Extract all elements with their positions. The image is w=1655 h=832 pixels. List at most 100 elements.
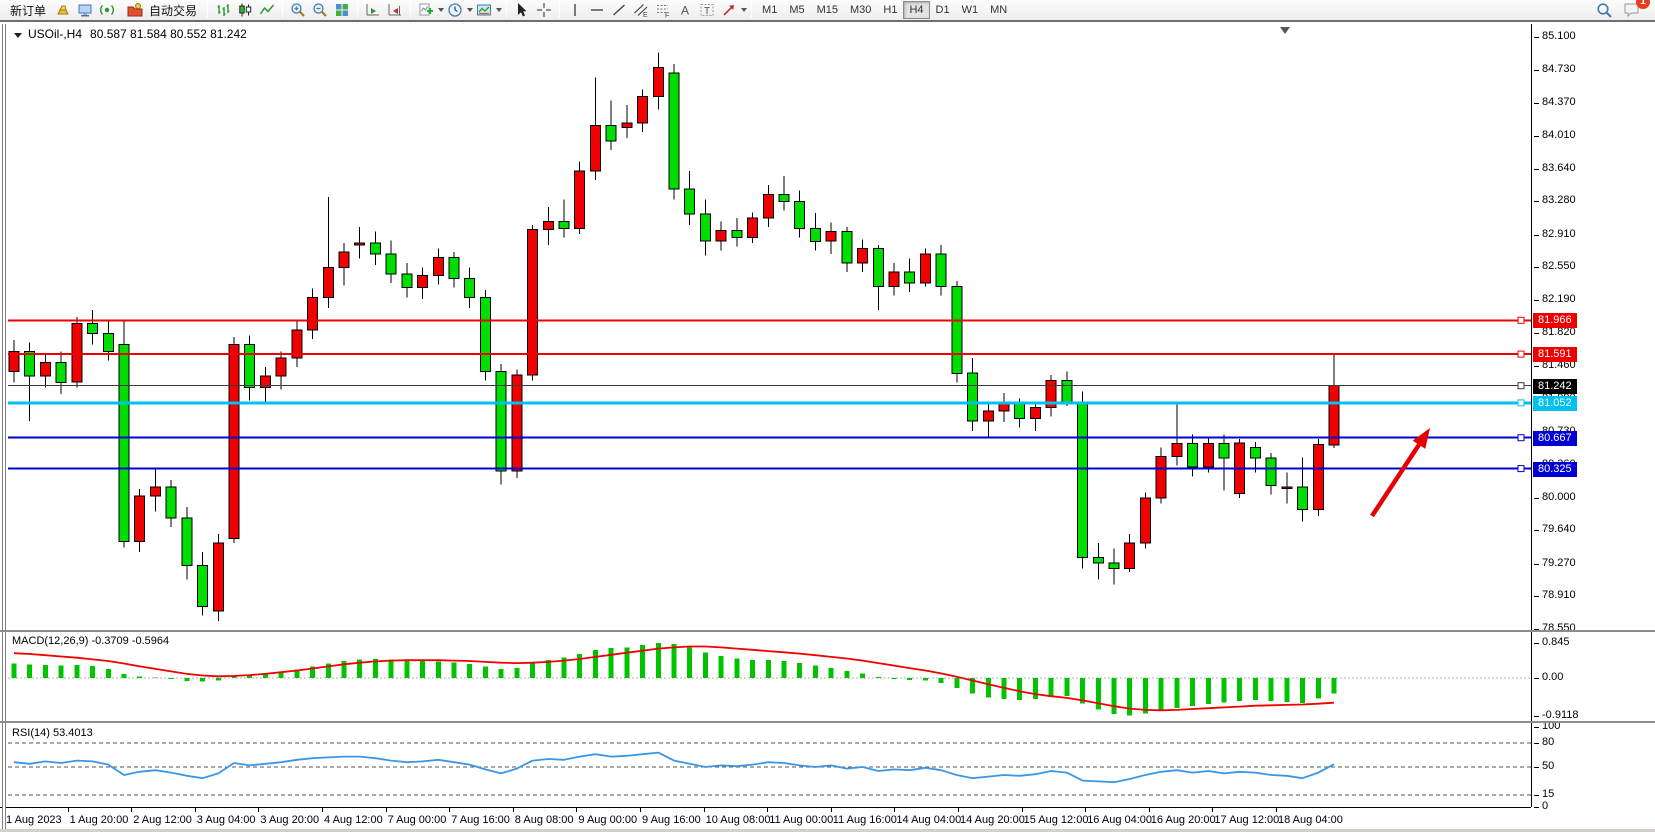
bear-candle xyxy=(605,125,617,142)
time-label: 16 Aug 04:00 xyxy=(1087,814,1153,826)
text-tool-icon[interactable]: A xyxy=(674,0,696,20)
arrows-dropdown-caret[interactable] xyxy=(741,8,748,12)
candlestick-chart[interactable] xyxy=(8,24,1531,630)
chat-icon[interactable]: 1 xyxy=(1621,0,1650,20)
timeframe-w1[interactable]: W1 xyxy=(961,4,979,16)
time-label: 11 Aug 00:00 xyxy=(769,814,834,826)
level-handle[interactable] xyxy=(1517,399,1525,407)
price-level-label[interactable]: 81.966 xyxy=(1533,313,1577,329)
price-axis[interactable]: 85.100 84.730 84.370 84.010 83.640 83.280 82.9… xyxy=(1531,24,1655,812)
macd-axis-label: -0.9118 xyxy=(1534,709,1579,721)
horizontal-line-tool-icon[interactable] xyxy=(586,0,608,20)
time-axis[interactable]: 1 Aug 2023 1 Aug 20:00 2 Aug 12:00 3 Aug 04… xyxy=(0,807,1531,829)
templates-icon[interactable] xyxy=(473,0,495,20)
arrows-tool-icon[interactable] xyxy=(718,0,740,20)
timeframe-h1[interactable]: H1 xyxy=(883,4,898,16)
bear-candle xyxy=(448,257,460,279)
auto-trading-button[interactable]: 自动交易 xyxy=(118,0,203,20)
cursor-icon[interactable] xyxy=(511,0,533,20)
rsi-axis-label: 50 xyxy=(1534,760,1554,772)
macd-axis-label: 0.00 xyxy=(1534,671,1563,683)
timeframe-h4[interactable]: H4 xyxy=(903,1,930,19)
bull-candle xyxy=(259,375,271,389)
price-tick-label: 84.370 xyxy=(1534,96,1576,108)
text-label-tool-icon[interactable]: T xyxy=(696,0,718,20)
periods-clock-icon[interactable] xyxy=(444,0,466,20)
line-chart-icon[interactable] xyxy=(256,0,278,20)
timeframe-m30[interactable]: M30 xyxy=(850,4,872,16)
timeframe-mn[interactable]: MN xyxy=(990,4,1008,16)
macd-pane[interactable] xyxy=(8,633,1531,721)
channel-tool-icon[interactable]: E xyxy=(630,0,652,20)
tile-windows-icon[interactable] xyxy=(331,0,353,20)
bull-candle xyxy=(291,329,303,359)
price-level-label[interactable]: 80.325 xyxy=(1533,461,1577,477)
bear-candle xyxy=(1014,401,1026,419)
zoom-in-icon[interactable] xyxy=(287,0,309,20)
auto-scroll-icon[interactable] xyxy=(362,0,384,20)
time-label: 4 Aug 12:00 xyxy=(324,814,383,826)
bull-candle xyxy=(354,242,366,246)
price-tick-label: 79.640 xyxy=(1534,523,1576,535)
bear-candle xyxy=(967,372,979,422)
timeframe-m1[interactable]: M1 xyxy=(762,4,778,16)
time-tick xyxy=(1148,808,1150,812)
level-handle[interactable] xyxy=(1517,316,1525,324)
time-tick xyxy=(958,808,959,812)
price-level-label[interactable]: 81.242 xyxy=(1533,378,1577,394)
bear-candle xyxy=(55,361,67,383)
auto-trading-icon xyxy=(124,0,146,20)
trendline-tool-icon[interactable] xyxy=(608,0,630,20)
timeframe-m5[interactable]: M5 xyxy=(789,4,805,16)
level-handle[interactable] xyxy=(1517,465,1525,473)
time-label: 3 Aug 20:00 xyxy=(260,814,320,826)
level-handle[interactable] xyxy=(1517,434,1525,442)
price-level-label[interactable]: 81.591 xyxy=(1533,347,1577,363)
annotation-arrow-head[interactable] xyxy=(1412,428,1430,449)
periods-dropdown-caret[interactable] xyxy=(467,8,474,12)
price-tick-label: 85.100 xyxy=(1534,30,1576,42)
rsi-pane[interactable] xyxy=(8,724,1531,807)
terminal-icon[interactable] xyxy=(74,0,96,20)
vertical-line-tool-icon[interactable] xyxy=(564,0,586,20)
pane-divider[interactable] xyxy=(0,630,1655,632)
level-handle[interactable] xyxy=(1517,350,1525,358)
bear-candle xyxy=(118,343,130,542)
symbol-dropdown-icon[interactable] xyxy=(14,33,22,38)
bull-candle xyxy=(1139,497,1151,544)
new-order-button[interactable]: 新订单 xyxy=(4,0,52,20)
bear-candle xyxy=(904,271,916,284)
annotation-arrow[interactable] xyxy=(1370,443,1421,518)
level-handle[interactable] xyxy=(1517,382,1525,390)
price-level-label[interactable]: 80.667 xyxy=(1533,430,1577,446)
gold-symbol-icon[interactable] xyxy=(52,0,74,20)
fibonacci-tool-icon[interactable]: F xyxy=(652,0,674,20)
bull-candle xyxy=(134,495,146,542)
time-label: 14 Aug 04:00 xyxy=(896,814,962,826)
bear-candle xyxy=(181,517,193,567)
bear-candle xyxy=(495,370,507,472)
bear-candle xyxy=(1092,557,1104,564)
price-level-label[interactable]: 81.052 xyxy=(1533,395,1577,411)
bull-candle xyxy=(417,275,429,288)
chart-shift-icon[interactable] xyxy=(384,0,406,20)
search-icon[interactable] xyxy=(1593,0,1615,20)
main-chart-pane[interactable] xyxy=(8,24,1531,630)
templates-dropdown-caret[interactable] xyxy=(496,8,503,12)
timeframe-m15[interactable]: M15 xyxy=(816,4,838,16)
signal-icon[interactable] xyxy=(96,0,118,20)
timeframe-d1[interactable]: D1 xyxy=(935,4,950,16)
indicators-dropdown-caret[interactable] xyxy=(438,8,445,12)
candlestick-icon[interactable] xyxy=(234,0,256,20)
indicators-icon[interactable] xyxy=(415,0,437,20)
bear-candle xyxy=(558,220,570,230)
bar-chart-icon[interactable] xyxy=(212,0,234,20)
crosshair-icon[interactable] xyxy=(533,0,555,20)
time-label: 11 Aug 16:00 xyxy=(832,814,897,826)
pane-divider[interactable] xyxy=(0,721,1655,723)
chart-shift-marker[interactable] xyxy=(1280,27,1290,34)
time-tick xyxy=(449,808,451,812)
window-bottom-edge xyxy=(0,829,1655,832)
time-tick xyxy=(67,808,69,812)
zoom-out-icon[interactable] xyxy=(309,0,331,20)
